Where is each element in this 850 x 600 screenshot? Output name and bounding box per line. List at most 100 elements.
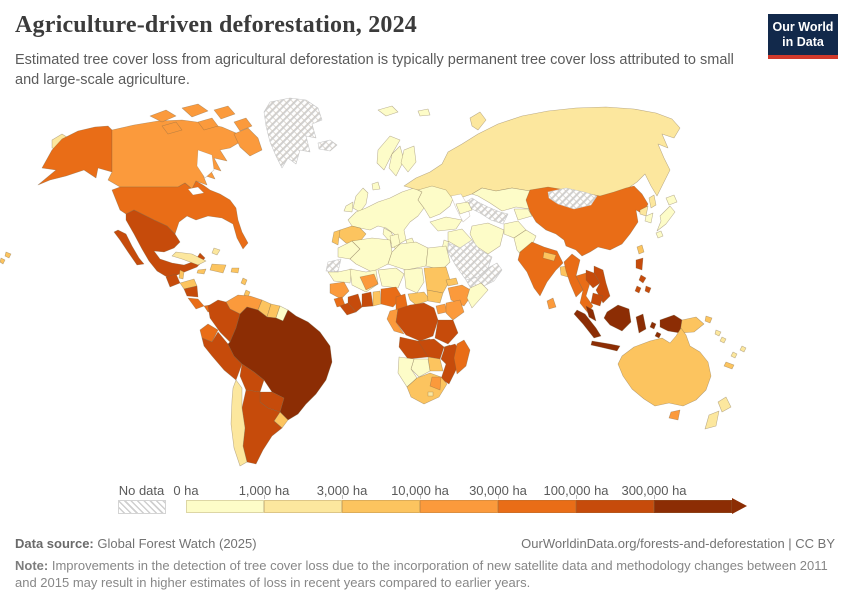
country-canada-island[interactable]	[214, 106, 235, 119]
country-canada-island[interactable]	[182, 104, 208, 117]
country-caucasus[interactable]	[456, 202, 472, 214]
country-china[interactable]	[526, 186, 648, 256]
country-philippines[interactable]	[635, 258, 651, 293]
country-alaska-usa[interactable]	[38, 126, 112, 185]
country-canada-island[interactable]	[234, 118, 252, 131]
country-nepal[interactable]	[543, 252, 556, 261]
country-bahamas[interactable]	[212, 248, 220, 255]
country-niger[interactable]	[378, 268, 404, 288]
country-new-britain[interactable]	[705, 316, 712, 323]
country-new-zealand[interactable]	[705, 397, 731, 429]
country-borneo[interactable]	[604, 305, 631, 331]
country-south-korea[interactable]	[645, 213, 653, 223]
country-south-africa-east[interactable]	[430, 377, 441, 390]
country-algeria[interactable]	[350, 238, 392, 272]
country-europe-mainland[interactable]	[348, 188, 424, 244]
country-hawaii[interactable]	[5, 252, 11, 258]
country-uk[interactable]	[353, 188, 368, 212]
country-sulawesi[interactable]	[636, 314, 646, 333]
country-vietnam[interactable]	[594, 266, 610, 303]
country-kyrgyzstan-tajikistan[interactable]	[514, 209, 532, 220]
country-mongolia[interactable]	[548, 188, 597, 209]
country-lesser-antilles[interactable]	[241, 278, 247, 285]
attribution-line[interactable]: OurWorldinData.org/forests-and-deforesta…	[521, 536, 835, 551]
country-cambodia[interactable]	[591, 293, 603, 306]
country-chad[interactable]	[404, 268, 424, 293]
country-spain[interactable]	[338, 226, 366, 244]
country-novaya-zemlya[interactable]	[470, 112, 486, 130]
country-western-sahara[interactable]	[326, 259, 341, 272]
country-vanuatu[interactable]	[731, 352, 737, 358]
country-kenya[interactable]	[446, 300, 464, 320]
country-mexico[interactable]	[126, 210, 205, 277]
country-ireland[interactable]	[344, 202, 353, 212]
country-sakhalin[interactable]	[649, 195, 656, 208]
country-solomon-islands[interactable]	[715, 330, 726, 343]
country-baja-mexico[interactable]	[114, 230, 144, 265]
country-papua-new-guinea[interactable]	[680, 317, 704, 333]
country-jamaica[interactable]	[197, 269, 206, 274]
legend-color-segment[interactable]	[420, 500, 498, 513]
country-dr-congo[interactable]	[396, 303, 438, 341]
country-hispaniola[interactable]	[210, 264, 226, 273]
country-svalbard-island[interactable]	[418, 109, 430, 116]
country-sweden[interactable]	[389, 146, 404, 176]
country-laos[interactable]	[586, 270, 600, 288]
country-somalia[interactable]	[467, 283, 488, 308]
country-madagascar[interactable]	[454, 340, 470, 374]
country-costa-rica[interactable]	[188, 298, 204, 309]
country-zambia[interactable]	[418, 339, 444, 359]
country-burkina-faso[interactable]	[360, 274, 378, 290]
data-source-value[interactable]: Global Forest Watch (2025)	[97, 536, 257, 551]
legend-no-data-swatch[interactable]	[118, 500, 166, 514]
country-hawaii[interactable]	[0, 258, 5, 264]
country-tanzania[interactable]	[435, 320, 458, 344]
country-nicaragua[interactable]	[184, 286, 198, 297]
country-canada-baffin[interactable]	[234, 128, 262, 156]
country-portugal[interactable]	[332, 230, 340, 245]
country-java[interactable]	[591, 341, 620, 351]
country-sudan[interactable]	[424, 267, 450, 293]
country-ivory-coast[interactable]	[348, 294, 362, 312]
country-taiwan[interactable]	[637, 245, 644, 254]
country-turkey[interactable]	[430, 217, 462, 231]
country-sumatra[interactable]	[574, 310, 601, 338]
country-canada-island[interactable]	[162, 122, 182, 134]
country-senegal-guinea[interactable]	[330, 282, 349, 299]
country-belize[interactable]	[179, 270, 184, 279]
country-puerto-rico[interactable]	[231, 268, 239, 273]
country-iceland[interactable]	[318, 140, 337, 151]
country-tasmania[interactable]	[669, 410, 680, 420]
country-west-papua[interactable]	[660, 315, 682, 333]
country-canada-island[interactable]	[150, 110, 176, 122]
country-sri-lanka[interactable]	[547, 298, 556, 309]
country-kazakhstan[interactable]	[472, 188, 537, 211]
country-cuba[interactable]	[172, 252, 206, 265]
country-australia[interactable]	[618, 328, 711, 406]
country-car[interactable]	[408, 292, 430, 305]
country-chile[interactable]	[231, 380, 247, 466]
country-ecuador[interactable]	[200, 324, 218, 342]
country-svalbard[interactable]	[378, 106, 398, 116]
country-ghana[interactable]	[362, 292, 373, 307]
country-uganda[interactable]	[436, 304, 447, 314]
country-new-caledonia[interactable]	[724, 362, 734, 369]
country-eritrea[interactable]	[446, 278, 458, 286]
country-denmark[interactable]	[372, 182, 380, 190]
legend-color-segment[interactable]	[654, 500, 732, 513]
country-canada-island[interactable]	[198, 118, 218, 130]
country-lesotho[interactable]	[428, 392, 433, 396]
country-fiji[interactable]	[740, 346, 746, 352]
legend-color-segment[interactable]	[576, 500, 654, 513]
legend-color-segment[interactable]	[186, 500, 264, 513]
country-maluku[interactable]	[650, 322, 661, 338]
legend-color-segment[interactable]	[342, 500, 420, 513]
country-togo-benin[interactable]	[373, 291, 381, 306]
country-india[interactable]	[518, 242, 563, 296]
country-peninsular-malaysia[interactable]	[586, 306, 596, 321]
owid-logo[interactable]: Our World in Data	[768, 14, 838, 59]
country-south-sudan[interactable]	[427, 290, 443, 303]
country-iran[interactable]	[470, 223, 504, 254]
country-egypt[interactable]	[426, 246, 450, 270]
legend-color-segment[interactable]	[498, 500, 576, 513]
